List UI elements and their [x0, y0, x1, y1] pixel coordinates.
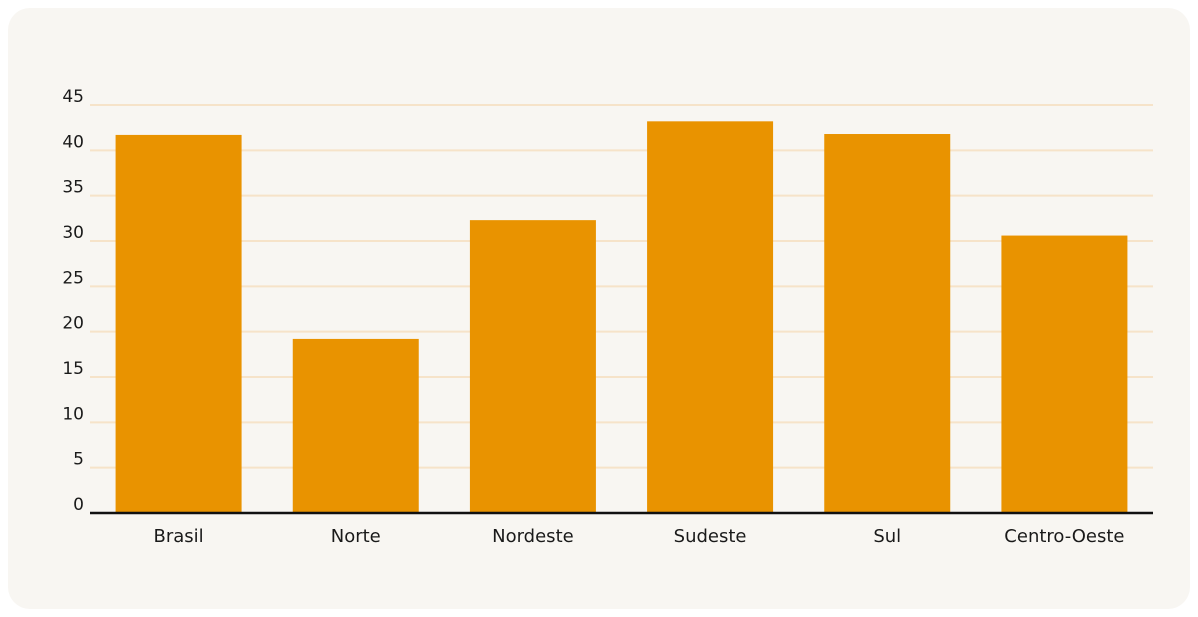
- y-tick-label: 30: [62, 223, 84, 243]
- bar-sudeste: [647, 121, 774, 513]
- y-tick-label: 20: [62, 314, 84, 334]
- x-tick-label: Sul: [873, 526, 901, 547]
- y-tick-label: 45: [62, 87, 84, 107]
- x-tick-label: Brasil: [153, 526, 203, 547]
- bar-brasil: [115, 134, 242, 514]
- bar-centro-oeste: [1001, 235, 1128, 513]
- x-axis-labels: Brasil Norte Nordeste Sudeste Sul Centro-Oest…: [153, 526, 1124, 547]
- bars: [115, 121, 1128, 514]
- y-tick-label: 35: [62, 178, 84, 198]
- gridlines: [90, 104, 1153, 469]
- bar-sul: [824, 134, 951, 513]
- y-tick-label: 10: [62, 404, 84, 424]
- bar-nordeste: [469, 220, 596, 513]
- y-tick-label: 5: [73, 450, 84, 470]
- y-tick-label: 0: [73, 495, 84, 515]
- y-tick-label: 40: [62, 132, 84, 152]
- bar-norte: [292, 338, 419, 513]
- x-tick-label: Norte: [331, 526, 381, 547]
- y-axis-ticks: 0 5 10 15 20 25 30 35 40 45: [62, 87, 84, 515]
- x-tick-label: Centro-Oeste: [1004, 526, 1124, 547]
- x-tick-label: Sudeste: [674, 526, 747, 547]
- y-tick-label: 15: [62, 359, 84, 379]
- y-tick-label: 25: [62, 268, 84, 288]
- x-tick-label: Nordeste: [492, 526, 574, 547]
